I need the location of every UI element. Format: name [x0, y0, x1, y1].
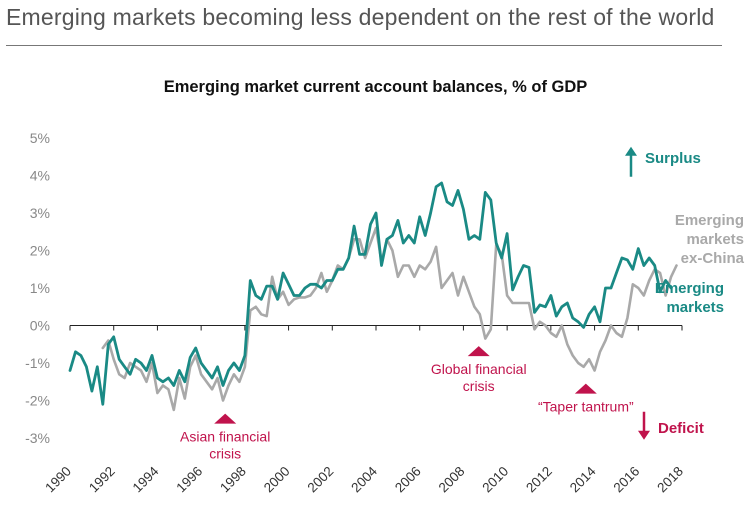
series-label-em: Emerging	[655, 280, 724, 297]
x-tick-label: 1992	[86, 464, 118, 496]
crisis-marker-triangle	[214, 413, 237, 424]
y-tick-label: -1%	[25, 355, 50, 371]
series-label-em-ex-china: ex-China	[681, 250, 745, 267]
deficit-label: Deficit	[658, 420, 704, 437]
page-title: Emerging markets becoming less dependent…	[6, 4, 715, 30]
series-label-em: markets	[666, 299, 724, 316]
y-tick-label: 2%	[30, 243, 50, 259]
x-tick-label: 2012	[523, 464, 555, 496]
x-tick-label: 2006	[392, 464, 424, 496]
crisis-annotation-label: crisis	[463, 378, 495, 394]
series-line-em-ex-china	[101, 226, 678, 412]
series-label-em-ex-china: Emerging	[675, 212, 744, 229]
chart-title: Emerging market current account balances…	[163, 78, 588, 96]
y-axis: -3% -2% -1% 0% 1% 2% 3% 4% 5%	[25, 130, 50, 446]
y-tick-label: 5%	[30, 130, 50, 146]
series-group	[68, 181, 678, 412]
x-tick-label: 2002	[305, 464, 337, 496]
y-tick-label: 1%	[30, 280, 50, 296]
crisis-marker-triangle	[467, 346, 490, 357]
x-tick-label: 2010	[479, 464, 511, 496]
crisis-annotation-label: Global financial	[431, 361, 527, 377]
y-tick-label: 3%	[30, 205, 50, 221]
x-tick-label: 1998	[217, 464, 249, 496]
x-tick-label: 2008	[436, 464, 468, 496]
x-tick-label: 2000	[261, 464, 293, 496]
title-divider	[6, 45, 722, 46]
crisis-annotation-label: Asian financial	[180, 429, 270, 445]
y-tick-label: -3%	[25, 430, 50, 446]
x-tick-label: 2018	[654, 464, 686, 496]
direction-indicators: Surplus Deficit	[625, 146, 704, 440]
deficit-arrowhead-icon	[638, 430, 650, 440]
x-tick-label: 2014	[567, 463, 599, 495]
x-tick-label: 2004	[348, 463, 380, 495]
x-tick-label: 1996	[173, 464, 205, 496]
y-tick-label: -2%	[25, 393, 50, 409]
surplus-label: Surplus	[645, 150, 701, 167]
y-tick-label: 4%	[30, 168, 50, 184]
crisis-annotation-label: crisis	[209, 446, 241, 462]
crisis-marker-triangle	[574, 383, 597, 394]
crisis-annotation-label: “Taper tantrum”	[538, 399, 634, 415]
surplus-arrowhead-icon	[625, 146, 637, 156]
x-tick-label: 1994	[130, 463, 162, 495]
series-line-em	[68, 181, 673, 406]
x-tick-label: 2016	[611, 464, 643, 496]
y-tick-label: 0%	[30, 318, 50, 334]
x-tick-label: 1990	[42, 464, 74, 496]
series-labels: Emerging markets ex-China Emerging markets	[655, 212, 745, 316]
series-label-em-ex-china: markets	[686, 231, 744, 248]
